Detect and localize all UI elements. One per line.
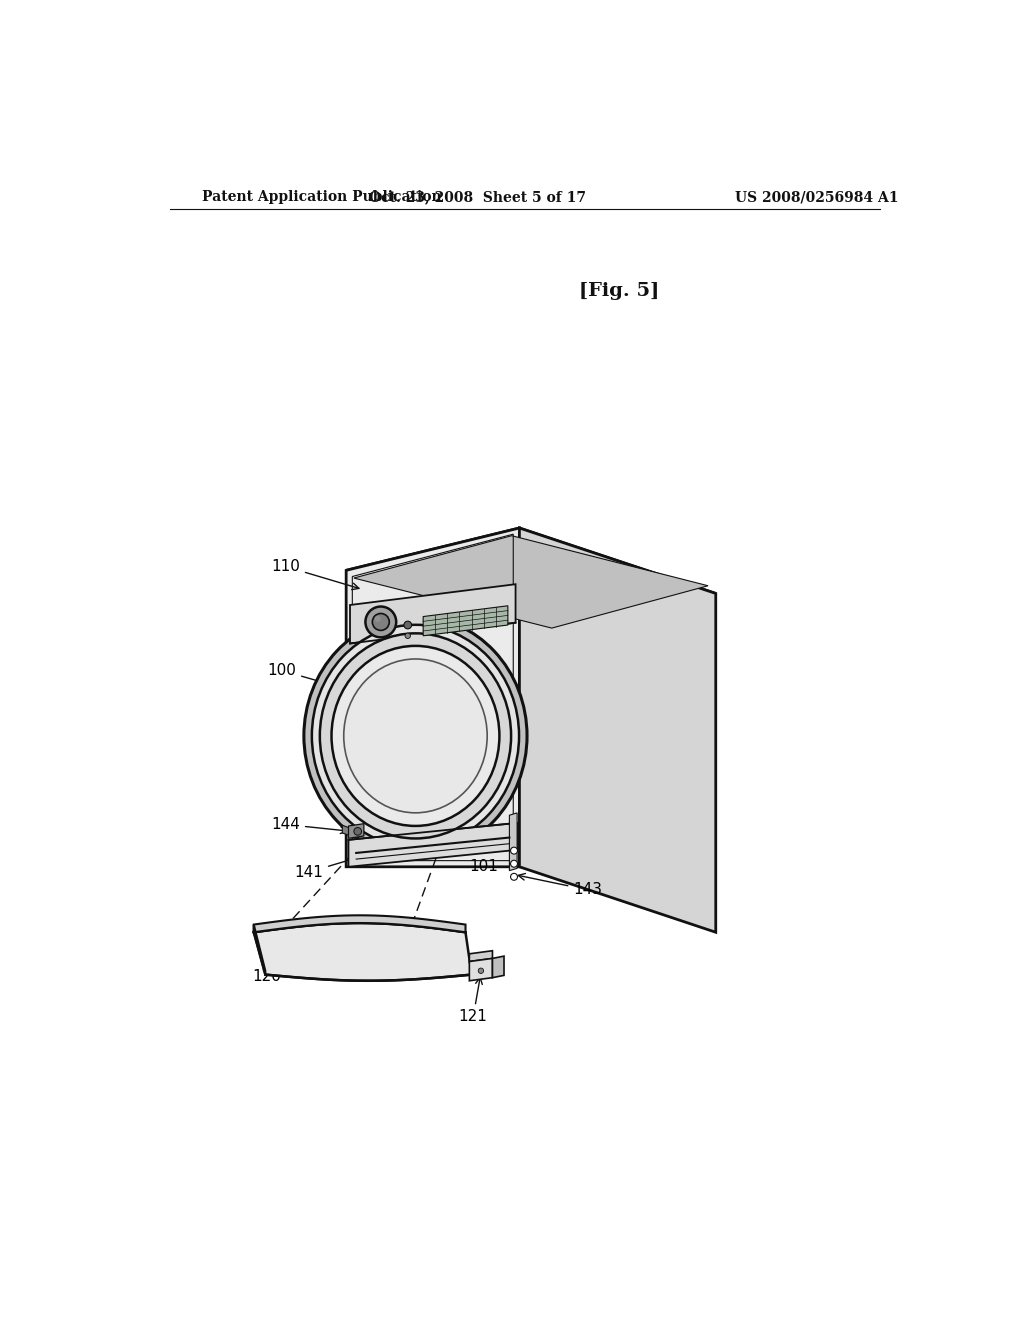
Text: [Fig. 5]: [Fig. 5] — [580, 281, 659, 300]
Circle shape — [406, 634, 411, 639]
Circle shape — [403, 622, 412, 628]
Polygon shape — [254, 923, 472, 981]
Polygon shape — [509, 813, 517, 871]
Circle shape — [354, 828, 361, 836]
Polygon shape — [354, 536, 708, 628]
Ellipse shape — [304, 616, 527, 855]
Polygon shape — [254, 915, 466, 932]
Text: 120: 120 — [252, 953, 282, 983]
Polygon shape — [346, 528, 716, 636]
Text: 143: 143 — [518, 874, 602, 898]
Polygon shape — [348, 822, 517, 867]
Circle shape — [366, 607, 396, 638]
Ellipse shape — [312, 624, 519, 847]
Text: 101: 101 — [442, 842, 499, 874]
Text: 141: 141 — [294, 853, 369, 879]
Text: Patent Application Publication: Patent Application Publication — [202, 190, 441, 205]
Text: 100: 100 — [267, 663, 344, 690]
Circle shape — [511, 861, 517, 867]
Polygon shape — [493, 956, 504, 978]
Ellipse shape — [332, 645, 500, 826]
Circle shape — [478, 968, 483, 973]
Polygon shape — [469, 958, 493, 981]
Circle shape — [375, 615, 381, 622]
Text: Oct. 23, 2008  Sheet 5 of 17: Oct. 23, 2008 Sheet 5 of 17 — [369, 190, 586, 205]
Polygon shape — [348, 824, 364, 838]
Polygon shape — [342, 825, 348, 836]
Polygon shape — [346, 528, 519, 867]
Ellipse shape — [344, 659, 487, 813]
Polygon shape — [469, 950, 493, 961]
Text: 144: 144 — [271, 817, 347, 833]
Polygon shape — [350, 585, 515, 644]
Text: 110: 110 — [271, 558, 359, 590]
Text: US 2008/0256984 A1: US 2008/0256984 A1 — [735, 190, 898, 205]
Polygon shape — [519, 528, 716, 932]
Circle shape — [373, 614, 389, 631]
Polygon shape — [423, 606, 508, 636]
Circle shape — [511, 874, 517, 880]
Circle shape — [511, 847, 517, 854]
Text: 121: 121 — [459, 977, 487, 1024]
Ellipse shape — [319, 634, 511, 838]
Polygon shape — [254, 924, 265, 974]
